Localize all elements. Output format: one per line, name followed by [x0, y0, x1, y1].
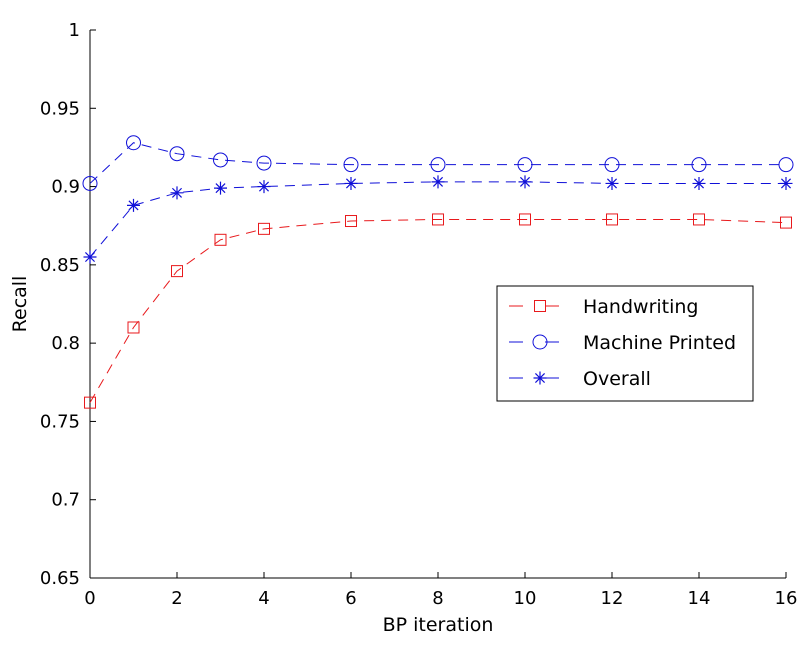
data-point — [343, 157, 359, 173]
series-overall — [83, 175, 793, 264]
data-point — [344, 176, 358, 190]
data-point — [604, 157, 620, 173]
y-tick-label: 0.9 — [51, 177, 80, 198]
data-point — [214, 233, 227, 246]
data-point — [170, 186, 184, 200]
legend-marker — [533, 371, 547, 385]
x-tick-label: 6 — [345, 588, 356, 609]
x-tick-label: 14 — [688, 588, 711, 609]
y-tick-label: 0.75 — [40, 411, 80, 432]
y-tick-label: 0.95 — [40, 98, 80, 119]
data-point — [214, 181, 227, 195]
series-line — [89, 142, 786, 184]
x-tick-label: 2 — [171, 588, 182, 609]
y-tick-label: 0.7 — [51, 490, 80, 511]
data-point — [84, 396, 96, 409]
data-point — [432, 213, 444, 226]
data-point — [606, 213, 618, 226]
series-line — [89, 218, 787, 403]
y-tick-label: 0.65 — [40, 568, 80, 589]
data-point — [431, 175, 445, 189]
data-point — [345, 215, 357, 228]
data-point — [780, 216, 792, 229]
x-tick-label: 0 — [84, 588, 95, 609]
data-point — [258, 222, 270, 235]
data-point — [213, 152, 228, 168]
y-axis-label: Recall — [9, 276, 31, 333]
series-handwriting — [84, 213, 792, 409]
data-point — [127, 198, 140, 212]
data-point — [605, 176, 619, 190]
data-point — [126, 135, 141, 151]
data-point — [519, 213, 531, 226]
data-point — [169, 146, 185, 162]
data-point — [779, 176, 793, 190]
x-tick-label: 4 — [258, 588, 269, 609]
data-point — [82, 175, 98, 191]
y-tick-label: 1 — [69, 20, 80, 41]
legend-entry: Overall — [509, 368, 651, 390]
ticks: 0 2 4 6 8 10 12 14 16 0.65 0.7 0.75 0.8 0.85 0.9 0.95 1 — [40, 20, 798, 609]
data-point — [692, 176, 706, 190]
data-point — [83, 250, 97, 264]
data-point — [430, 157, 446, 173]
y-tick-label: 0.85 — [40, 255, 80, 276]
x-tick-label: 10 — [514, 588, 537, 609]
legend-marker — [534, 300, 546, 312]
data-point — [517, 157, 533, 173]
series-machine-printed — [82, 135, 794, 191]
data-point — [127, 321, 140, 334]
data-point — [171, 265, 183, 278]
data-point — [256, 155, 272, 171]
legend: Handwriting Machine Printed Overall — [496, 285, 754, 402]
legend-marker — [532, 334, 548, 350]
x-axis-label: BP iteration — [383, 614, 494, 636]
x-tick-label: 12 — [601, 588, 624, 609]
y-tick-label: 0.8 — [51, 333, 80, 354]
x-tick-label: 16 — [775, 588, 798, 609]
data-point — [691, 157, 707, 173]
data-point — [693, 213, 705, 226]
legend-label: Handwriting — [583, 296, 699, 318]
legend-entry: Handwriting — [509, 296, 699, 318]
legend-entry: Machine Printed — [509, 332, 736, 354]
data-point — [257, 180, 271, 194]
data-point — [778, 157, 794, 173]
x-tick-label: 8 — [432, 588, 443, 609]
data-point — [518, 175, 532, 189]
legend-label: Machine Printed — [583, 332, 736, 354]
legend-label: Overall — [583, 368, 651, 390]
series-layer — [82, 135, 794, 409]
